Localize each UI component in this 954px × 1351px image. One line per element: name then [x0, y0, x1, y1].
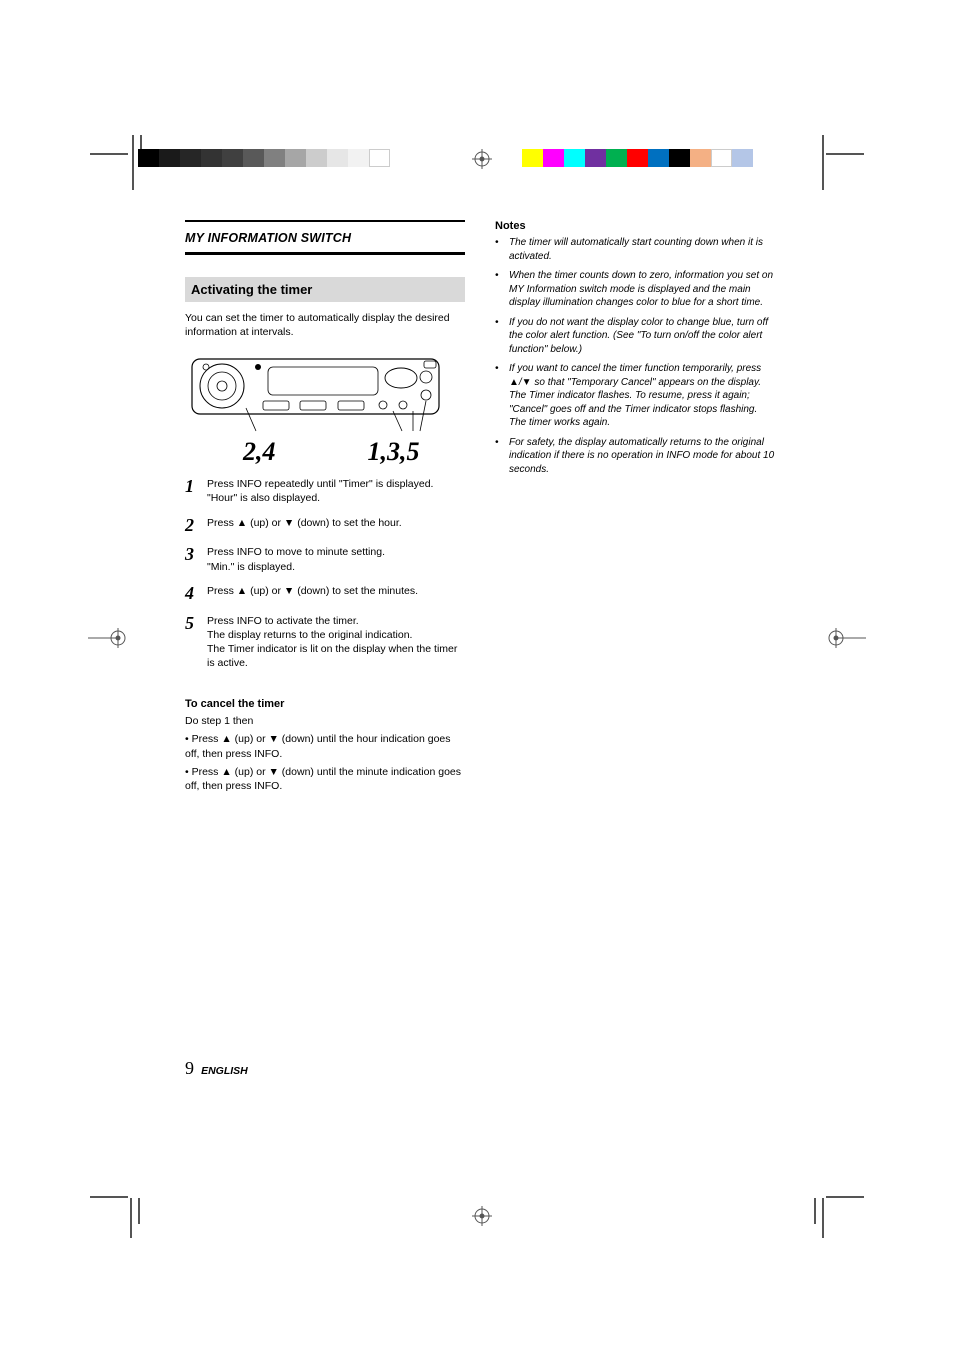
note-text: For safety, the display automatically re… — [509, 436, 775, 477]
step-text: Press ▲ (up) or ▼ (down) to set the hour… — [207, 516, 465, 536]
swatch — [180, 149, 201, 167]
swatch — [159, 149, 180, 167]
crop-line — [822, 135, 824, 190]
swatch — [285, 149, 306, 167]
note-text: When the timer counts down to zero, info… — [509, 269, 775, 310]
swatch — [327, 149, 348, 167]
section-title-box: MY INFORMATION SWITCH — [185, 225, 465, 255]
page-number: 9 — [185, 1058, 194, 1078]
note-item: If you do not want the display color to … — [495, 316, 775, 357]
note-item: The timer will automatically start count… — [495, 236, 775, 263]
cancel-row-1: • Press ▲ (up) or ▼ (down) until the hou… — [185, 732, 465, 760]
swatch — [585, 149, 606, 167]
swatch — [606, 149, 627, 167]
swatch — [669, 149, 690, 167]
step-text: Press ▲ (up) or ▼ (down) to set the minu… — [207, 584, 465, 604]
crop-line — [826, 1196, 864, 1198]
color-swatches — [522, 149, 753, 167]
step-item: 4 Press ▲ (up) or ▼ (down) to set the min… — [185, 584, 465, 604]
step-sub: "Min." is displayed. — [207, 560, 465, 574]
subsection-heading: Activating the timer — [185, 277, 465, 302]
swatch — [222, 149, 243, 167]
crop-line — [826, 153, 864, 155]
cancel-body: Do step 1 then • Press ▲ (up) or ▼ (down… — [185, 714, 465, 793]
step-item: 5Press INFO to activate the timer.The di… — [185, 614, 465, 671]
steps-list: 1 Press INFO repeatedly until "Timer" is … — [185, 477, 465, 670]
note-text: The timer will automatically start count… — [509, 236, 775, 263]
swatch — [627, 149, 648, 167]
step-text: Press INFO to move to minute setting. "Mi… — [207, 545, 465, 573]
step-main: Press ▲ (up) or ▼ (down) to set the hour… — [207, 517, 402, 529]
note-item: For safety, the display automatically re… — [495, 436, 775, 477]
step-number: 5 — [185, 614, 199, 671]
step-main: Press INFO repeatedly until "Timer" is d… — [207, 478, 433, 490]
crop-line — [132, 135, 134, 190]
crop-line — [814, 1198, 816, 1224]
car-stereo-icon — [188, 353, 443, 433]
crop-marks-top — [0, 135, 954, 175]
step-sub: The display returns to the original indi… — [207, 628, 465, 642]
step-item: 2 Press ▲ (up) or ▼ (down) to set the hou… — [185, 516, 465, 536]
swatch — [264, 149, 285, 167]
grayscale-swatches — [138, 149, 390, 167]
cancel-lead: Do step 1 then — [185, 715, 253, 727]
step-text: Press INFO to activate the timer.The dis… — [207, 614, 465, 671]
device-figure: 2,4 1,3,5 — [185, 353, 445, 467]
swatch — [564, 149, 585, 167]
swatch — [690, 149, 711, 167]
swatch — [243, 149, 264, 167]
page-content: MY INFORMATION SWITCH Activating the tim… — [185, 220, 775, 793]
swatch — [732, 149, 753, 167]
swatch — [138, 149, 159, 167]
swatch — [711, 149, 732, 167]
swatch — [522, 149, 543, 167]
registration-mark-icon — [472, 1206, 492, 1226]
section-rule — [185, 220, 465, 222]
note-text: If you want to cancel the timer function… — [509, 362, 775, 430]
note-text: If you do not want the display color to … — [509, 316, 775, 357]
registration-mark-icon — [88, 628, 128, 648]
swatch — [369, 149, 390, 167]
step-number: 1 — [185, 477, 199, 505]
right-column: Notes The timer will automatically start… — [495, 220, 775, 482]
crop-line — [130, 1198, 132, 1238]
step-main: Press ▲ (up) or ▼ (down) to set the minu… — [207, 585, 418, 597]
callout-right: 1,3,5 — [368, 437, 420, 467]
crop-marks-bottom — [0, 1176, 954, 1216]
step-item: 3 Press INFO to move to minute setting. "M… — [185, 545, 465, 573]
step-main: Press INFO to activate the timer. — [207, 615, 359, 627]
crop-line — [90, 1196, 128, 1198]
callout-left: 2,4 — [243, 437, 276, 467]
cancel-row-2: • Press ▲ (up) or ▼ (down) until the min… — [185, 765, 465, 793]
crop-line — [138, 1198, 140, 1224]
note-item: If you want to cancel the timer function… — [495, 362, 775, 430]
page-footer: 9 ENGLISH — [185, 1058, 248, 1079]
registration-mark-icon — [826, 628, 866, 648]
step-item: 1 Press INFO repeatedly until "Timer" is … — [185, 477, 465, 505]
figure-callouts: 2,4 1,3,5 — [185, 437, 445, 467]
registration-mark-icon — [472, 149, 492, 169]
footer-language: ENGLISH — [201, 1065, 248, 1077]
crop-line — [90, 153, 128, 155]
swatch — [348, 149, 369, 167]
note-item: When the timer counts down to zero, info… — [495, 269, 775, 310]
step-number: 3 — [185, 545, 199, 573]
swatch — [543, 149, 564, 167]
left-column: MY INFORMATION SWITCH Activating the tim… — [185, 220, 465, 793]
section-title: MY INFORMATION SWITCH — [185, 231, 351, 245]
crop-line — [822, 1198, 824, 1238]
step-number: 4 — [185, 584, 199, 604]
swatch — [306, 149, 327, 167]
notes-list: The timer will automatically start count… — [495, 236, 775, 476]
step-sub: The Timer indicator is lit on the displa… — [207, 642, 465, 670]
step-main: Press INFO to move to minute setting. — [207, 546, 385, 558]
step-sub: "Hour" is also displayed. — [207, 491, 465, 505]
step-text: Press INFO repeatedly until "Timer" is d… — [207, 477, 465, 505]
intro-text: You can set the timer to automatically d… — [185, 312, 465, 339]
cancel-heading: To cancel the timer — [185, 698, 465, 710]
swatch — [201, 149, 222, 167]
step-number: 2 — [185, 516, 199, 536]
swatch — [648, 149, 669, 167]
notes-heading: Notes — [495, 220, 775, 232]
